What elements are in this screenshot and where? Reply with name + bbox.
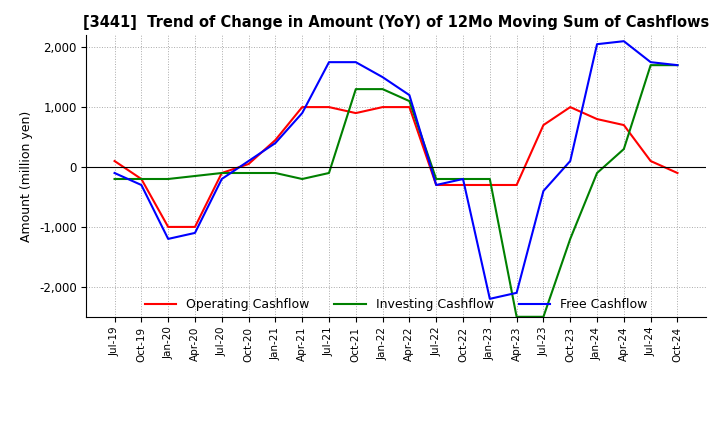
Free Cashflow <box>432 182 441 187</box>
Free Cashflow <box>298 110 307 116</box>
Free Cashflow <box>351 59 360 65</box>
Operating Cashflow <box>110 158 119 164</box>
Free Cashflow <box>647 59 655 65</box>
Operating Cashflow <box>164 224 173 230</box>
Investing Cashflow <box>405 99 414 104</box>
Operating Cashflow <box>191 224 199 230</box>
Investing Cashflow <box>137 176 145 182</box>
Operating Cashflow <box>619 122 628 128</box>
Investing Cashflow <box>244 170 253 176</box>
Free Cashflow <box>539 188 548 194</box>
Free Cashflow <box>137 182 145 187</box>
Operating Cashflow <box>459 182 467 187</box>
Investing Cashflow <box>513 314 521 319</box>
Free Cashflow <box>271 140 279 146</box>
Free Cashflow <box>244 158 253 164</box>
Investing Cashflow <box>432 176 441 182</box>
Free Cashflow <box>459 176 467 182</box>
Investing Cashflow <box>110 176 119 182</box>
Operating Cashflow <box>271 137 279 143</box>
Operating Cashflow <box>351 110 360 116</box>
Free Cashflow <box>619 39 628 44</box>
Free Cashflow <box>593 41 601 47</box>
Operating Cashflow <box>244 161 253 167</box>
Operating Cashflow <box>217 170 226 176</box>
Operating Cashflow <box>485 182 494 187</box>
Operating Cashflow <box>539 122 548 128</box>
Legend: Operating Cashflow, Investing Cashflow, Free Cashflow: Operating Cashflow, Investing Cashflow, … <box>140 293 652 316</box>
Free Cashflow <box>405 92 414 98</box>
Free Cashflow <box>164 236 173 242</box>
Title: [3441]  Trend of Change in Amount (YoY) of 12Mo Moving Sum of Cashflows: [3441] Trend of Change in Amount (YoY) o… <box>83 15 709 30</box>
Operating Cashflow <box>298 104 307 110</box>
Investing Cashflow <box>539 314 548 319</box>
Line: Investing Cashflow: Investing Cashflow <box>114 65 678 317</box>
Free Cashflow <box>673 62 682 68</box>
Investing Cashflow <box>647 62 655 68</box>
Investing Cashflow <box>351 87 360 92</box>
Free Cashflow <box>110 170 119 176</box>
Investing Cashflow <box>325 170 333 176</box>
Operating Cashflow <box>137 176 145 182</box>
Investing Cashflow <box>459 176 467 182</box>
Investing Cashflow <box>298 176 307 182</box>
Operating Cashflow <box>432 182 441 187</box>
Investing Cashflow <box>378 87 387 92</box>
Operating Cashflow <box>566 104 575 110</box>
Y-axis label: Amount (million yen): Amount (million yen) <box>20 110 33 242</box>
Operating Cashflow <box>673 170 682 176</box>
Investing Cashflow <box>485 176 494 182</box>
Investing Cashflow <box>566 236 575 242</box>
Investing Cashflow <box>164 176 173 182</box>
Free Cashflow <box>566 158 575 164</box>
Free Cashflow <box>191 230 199 235</box>
Investing Cashflow <box>593 170 601 176</box>
Investing Cashflow <box>673 62 682 68</box>
Operating Cashflow <box>405 104 414 110</box>
Investing Cashflow <box>191 173 199 179</box>
Investing Cashflow <box>271 170 279 176</box>
Free Cashflow <box>217 176 226 182</box>
Line: Free Cashflow: Free Cashflow <box>114 41 678 299</box>
Operating Cashflow <box>513 182 521 187</box>
Operating Cashflow <box>378 104 387 110</box>
Investing Cashflow <box>217 170 226 176</box>
Free Cashflow <box>513 290 521 296</box>
Operating Cashflow <box>647 158 655 164</box>
Free Cashflow <box>485 296 494 301</box>
Free Cashflow <box>378 74 387 80</box>
Operating Cashflow <box>325 104 333 110</box>
Line: Operating Cashflow: Operating Cashflow <box>114 107 678 227</box>
Free Cashflow <box>325 59 333 65</box>
Operating Cashflow <box>593 117 601 122</box>
Investing Cashflow <box>619 147 628 152</box>
